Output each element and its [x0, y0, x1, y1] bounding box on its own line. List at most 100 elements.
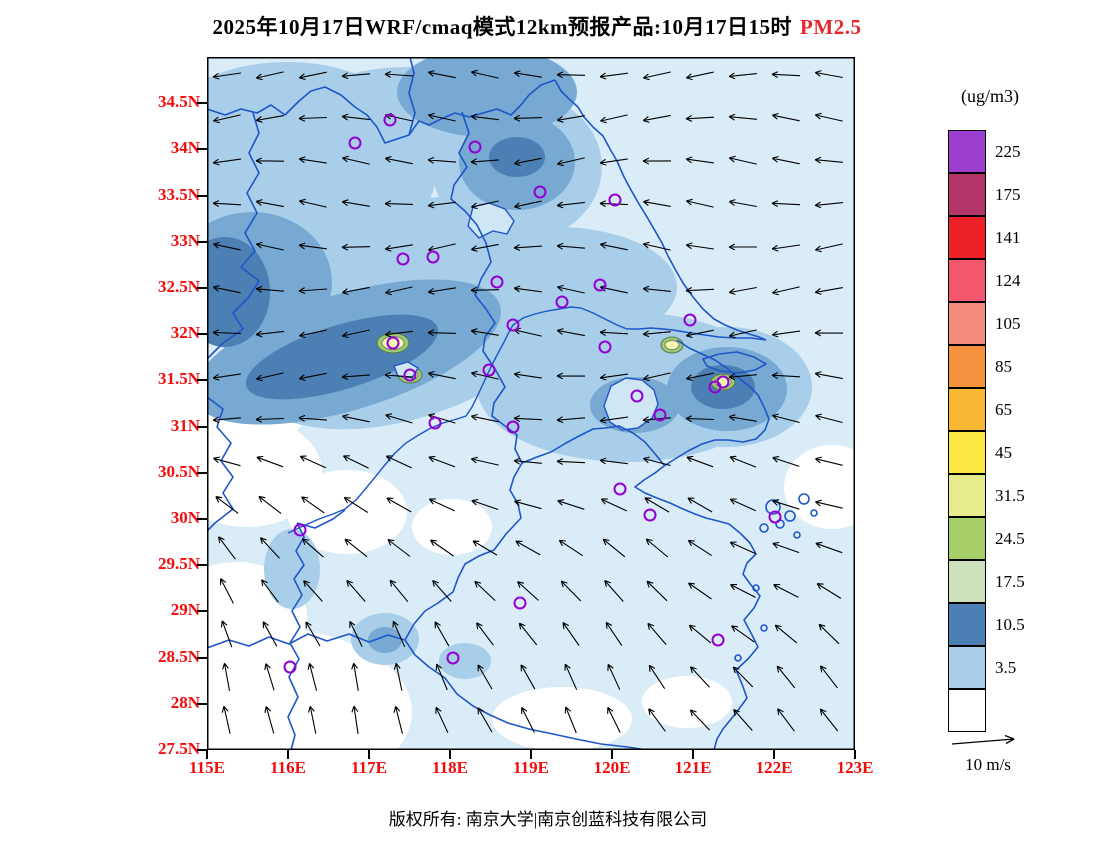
lat-tick-label: 32.5N: [157, 277, 200, 296]
lon-tick-label: 118E: [432, 758, 468, 777]
station-marker: [426, 250, 440, 264]
lat-tick-mark: [197, 518, 207, 520]
lat-tick-label: 31.5N: [157, 369, 200, 389]
colorbar-tick-label: 17.5: [995, 571, 1025, 591]
colorbar-box: [948, 259, 986, 302]
station-marker: [348, 136, 362, 150]
page-title: 2025年10月17日WRF/cmaq模式12km预报产品:10月17日15时 P…: [213, 11, 862, 41]
colorbar-box: [948, 560, 986, 603]
lat-tick-label: 33.5N: [157, 184, 200, 204]
colorbar-unit-label: (ug/m3): [961, 86, 1019, 106]
lat-tick-label: 27.5N: [157, 739, 200, 758]
lat-tick-label: 33N: [170, 230, 200, 250]
colorbar-box: [948, 302, 986, 345]
lat-tick-mark: [197, 194, 207, 197]
lat-tick-label: 31N: [170, 415, 200, 435]
colorbar-tick-label: 10.5: [995, 614, 1025, 634]
colorbar-tick-label: 225: [995, 141, 1021, 161]
lat-tick-mark: [197, 379, 207, 382]
station-markers: [283, 113, 782, 674]
lat-tick-label: 32N: [170, 323, 200, 343]
lon-tick-mark: [368, 750, 370, 759]
lon-tick-mark: [854, 750, 856, 759]
station-marker: [506, 318, 520, 332]
lon-tick-label: 119E: [513, 758, 549, 777]
station-marker: [683, 313, 697, 327]
station-marker: [593, 278, 607, 292]
lat-tick-label: 30N: [170, 508, 200, 527]
lon-tick-mark: [692, 750, 694, 759]
coastline: [554, 79, 818, 750]
station-marker: [482, 363, 496, 377]
station-marker: [513, 596, 527, 610]
lon-tick-label: 120E: [593, 758, 631, 777]
station-marker: [383, 113, 397, 127]
lon-tick-mark: [773, 750, 775, 759]
lat-tick-label: 29.5N: [157, 554, 200, 574]
colorbar-box: [948, 474, 986, 517]
lon-tick-label: 121E: [674, 758, 712, 777]
colorbar-box: [948, 689, 986, 732]
lat-tick-label: 30.5N: [157, 461, 200, 481]
colorbar-tick-label: 24.5: [995, 528, 1025, 548]
lon-tick-mark: [611, 750, 613, 759]
station-marker: [506, 420, 520, 434]
lat-tick-label: 28N: [170, 692, 200, 712]
lat-tick-mark: [197, 333, 207, 336]
lat-tick-mark: [197, 610, 207, 613]
lat-tick-mark: [197, 471, 207, 474]
station-marker: [608, 193, 622, 207]
lat-tick-mark: [197, 656, 207, 659]
wind-reference-arrow: [951, 734, 1015, 745]
station-marker: [708, 380, 722, 394]
station-marker: [533, 185, 547, 199]
colorbar-box: [948, 431, 986, 474]
colorbar-box: [948, 603, 986, 646]
colorbar-tick-label: 45: [995, 442, 1012, 462]
lat-tick-mark: [197, 564, 207, 567]
colorbar-tick-label: 85: [995, 356, 1012, 376]
lat-tick-mark: [197, 240, 207, 243]
colorbar-tick-label: 3.5: [995, 657, 1017, 677]
lon-tick-label: 115E: [189, 758, 225, 777]
lat-tick-mark: [197, 749, 207, 751]
station-marker: [768, 510, 782, 524]
map-area: [207, 57, 855, 750]
lon-tick-mark: [287, 750, 289, 759]
colorbar-box: [948, 646, 986, 689]
colorbar-box: [948, 517, 986, 560]
station-marker: [598, 340, 612, 354]
lon-tick-mark: [530, 750, 532, 759]
station-marker: [428, 416, 442, 430]
station-marker: [293, 523, 307, 537]
lat-tick-label: 28.5N: [157, 646, 200, 666]
lon-tick-label: 122E: [755, 758, 793, 777]
province-boundaries: [207, 57, 665, 750]
station-marker: [555, 295, 569, 309]
station-marker: [283, 660, 297, 674]
station-marker: [468, 140, 482, 154]
station-marker: [490, 275, 504, 289]
station-marker: [396, 252, 410, 266]
rivers: [287, 306, 674, 534]
map-canvas: [207, 57, 855, 750]
station-marker: [630, 389, 644, 403]
lon-tick-label: 117E: [351, 758, 387, 777]
colorbar-box: [948, 130, 986, 173]
station-marker: [386, 336, 400, 350]
lat-tick-label: 29N: [170, 600, 200, 620]
lon-tick-label: 123E: [836, 758, 874, 777]
map-border: [207, 57, 855, 750]
station-marker: [643, 508, 657, 522]
colorbar-box: [948, 388, 986, 431]
colorbar-box: [948, 173, 986, 216]
lat-tick-label: 34N: [170, 138, 200, 158]
lat-tick-mark: [197, 425, 207, 428]
lat-tick-label: 34.5N: [157, 92, 200, 112]
colorbar-tick-label: 105: [995, 313, 1021, 333]
colorbar-tick-label: 124: [995, 270, 1021, 290]
lat-tick-mark: [197, 702, 207, 705]
station-marker: [613, 482, 627, 496]
wind-reference-label: 10 m/s: [965, 755, 1011, 774]
